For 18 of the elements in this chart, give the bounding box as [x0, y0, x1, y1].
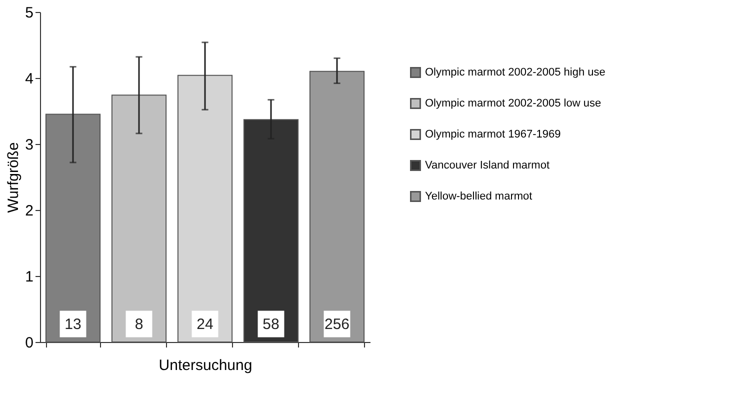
y-tick-label: 2 [25, 202, 34, 220]
annotation: 8 [134, 316, 144, 333]
annotation: 256 [324, 316, 350, 333]
annotation: 13 [64, 316, 82, 333]
x-axis-title: Untersuchung [158, 357, 252, 374]
y-tick-label: 5 [25, 4, 34, 22]
y-tick-label: 3 [25, 136, 34, 154]
y-tick-label: 0 [25, 334, 34, 352]
y-tick-label: 1 [25, 268, 34, 286]
y-axis-title: Wurfgröße [5, 142, 22, 213]
annotation: 58 [262, 316, 280, 333]
legend-label: Olympic marmot 1967-1969 [425, 128, 561, 140]
legend-label: Vancouver Island marmot [425, 160, 550, 172]
annotation: 24 [196, 316, 214, 333]
legend-label: Olympic marmot 2002-2005 high use [425, 66, 606, 78]
legend-label: Yellow-bellied marmot [425, 190, 532, 202]
y-tick-label: 4 [25, 70, 34, 88]
legend-label: Olympic marmot 2002-2005 low use [425, 98, 602, 110]
